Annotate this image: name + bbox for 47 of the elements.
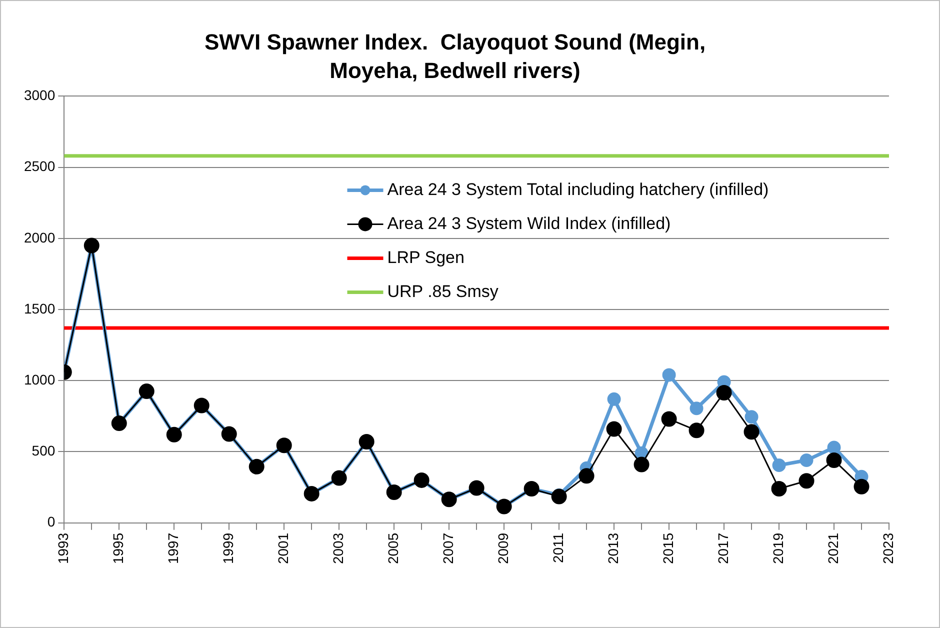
point — [690, 402, 704, 416]
y-tick-label: 0 — [47, 514, 56, 530]
point — [826, 452, 842, 468]
point — [744, 424, 760, 440]
point — [607, 392, 621, 406]
point — [798, 473, 814, 489]
point — [771, 480, 787, 496]
point — [578, 468, 594, 484]
point — [800, 454, 814, 468]
point — [827, 440, 841, 454]
chart-title: SWVI Spawner Index. Clayoquot Sound (Megin, Moyeha, Bedwell rivers) — [204, 29, 706, 83]
point — [688, 422, 704, 438]
point — [551, 488, 567, 504]
point — [772, 458, 786, 472]
x-tick-label: 2015 — [660, 532, 676, 564]
legend-label: Area 24 3 System Total including hatchery (infilled) — [387, 180, 769, 199]
x-tick-label: 2009 — [494, 532, 511, 564]
x-tick-label: 1993 — [55, 532, 72, 564]
y-tick-label: 500 — [32, 442, 56, 459]
y-tick-label: 1500 — [24, 300, 56, 316]
point — [634, 456, 650, 472]
y-tick-label: 1000 — [24, 371, 56, 388]
y-tick-label: 3000 — [24, 87, 56, 104]
legend-label: Area 24 3 System Wild Index (infilled) — [387, 214, 671, 233]
y-tick-label: 2000 — [24, 229, 56, 246]
x-tick-label: 2017 — [714, 532, 731, 564]
point — [662, 368, 676, 382]
x-tick-label: 2021 — [824, 532, 841, 564]
x-tick-label: 2005 — [384, 532, 401, 564]
x-tick-label: 2003 — [330, 532, 346, 564]
x-tick-label: 2013 — [604, 532, 621, 564]
legend-label: URP .85 Smsy — [387, 282, 499, 301]
point — [854, 478, 870, 494]
point — [716, 384, 732, 400]
x-tick-label: 1999 — [220, 532, 236, 564]
x-tick-label: 2019 — [770, 532, 786, 564]
x-tick-label: 1995 — [110, 532, 126, 564]
x-tick-label: 2011 — [550, 532, 566, 563]
point — [744, 410, 758, 424]
point — [661, 411, 677, 427]
legend-label: LRP Sgen — [387, 248, 464, 267]
x-tick-label: 1997 — [164, 532, 181, 564]
y-tick-label: 2500 — [24, 158, 56, 174]
point — [606, 421, 622, 437]
x-tick-label: 2001 — [274, 532, 291, 564]
x-tick-label: 2007 — [440, 532, 456, 564]
x-tick-label: 2023 — [880, 532, 896, 564]
